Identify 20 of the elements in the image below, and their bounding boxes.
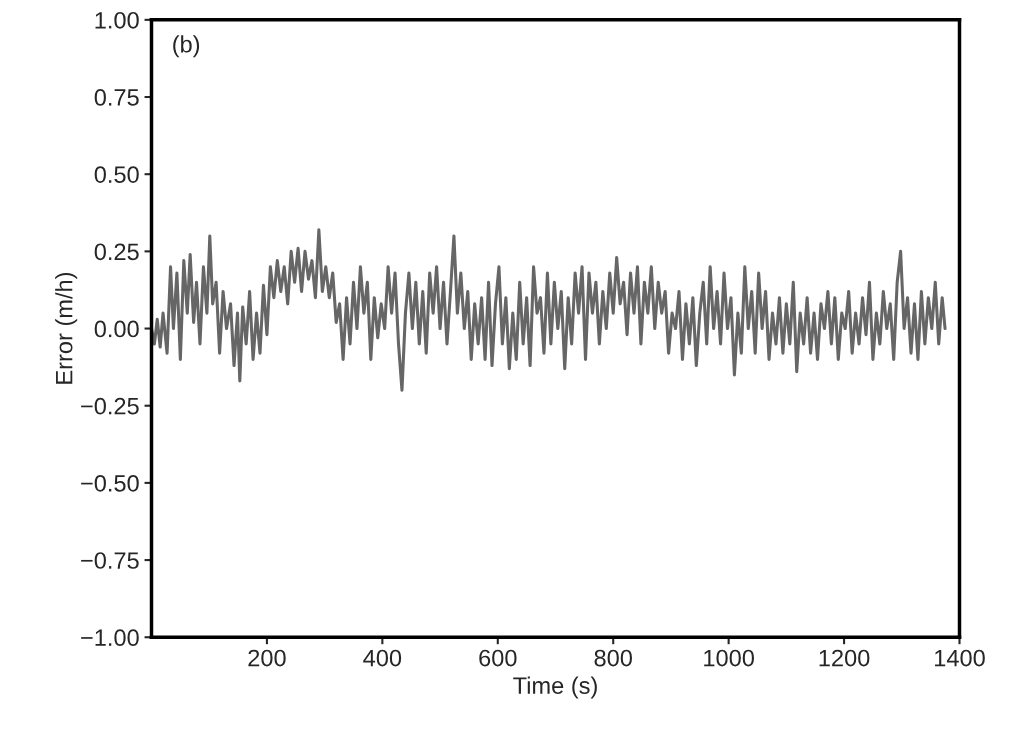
y-tick-label: 0.00 bbox=[94, 320, 139, 338]
x-axis-title: Time (s) bbox=[513, 676, 597, 699]
y-tick-label: 0.50 bbox=[94, 166, 139, 183]
y-tick-label: −0.75 bbox=[81, 552, 139, 569]
x-tick-label: 200 bbox=[248, 649, 286, 667]
y-tick-label: 0.25 bbox=[94, 243, 139, 261]
y-tick-label: 1.00 bbox=[95, 11, 139, 29]
y-tick-label: −0.50 bbox=[81, 474, 139, 492]
y-tick-label: 0.75 bbox=[94, 89, 139, 106]
line-series bbox=[151, 228, 947, 392]
x-tick-label: 1200 bbox=[819, 649, 870, 667]
y-tick-label: −0.25 bbox=[81, 397, 139, 415]
x-tick-label: 400 bbox=[363, 649, 402, 667]
x-tick-label: 1400 bbox=[935, 649, 985, 667]
y-axis-title: Error (m/h) bbox=[55, 272, 78, 384]
x-tick-label: 1000 bbox=[704, 649, 754, 667]
y-tick-label: −1.00 bbox=[81, 629, 139, 647]
annotation: (b) bbox=[173, 35, 200, 58]
x-tick-label: 800 bbox=[594, 649, 632, 667]
x-tick-label: 600 bbox=[479, 649, 517, 667]
